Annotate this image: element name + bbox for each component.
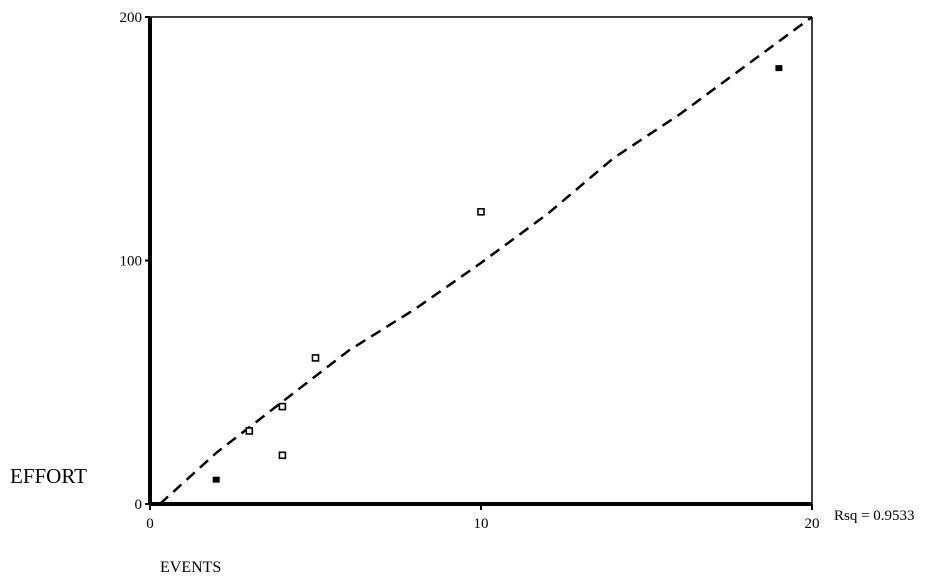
data-point-open: [477, 208, 485, 216]
y-tick-label: 0: [135, 497, 143, 513]
fit-line: [159, 15, 813, 505]
x-tick-label: 20: [805, 516, 820, 532]
data-point-filled: [775, 65, 783, 72]
x-tick-label: 0: [146, 516, 154, 532]
data-point-open: [311, 354, 320, 362]
x-axis-title: EVENTS: [160, 559, 222, 576]
data-point-open: [278, 451, 287, 460]
fit-line-layer: [159, 15, 813, 505]
data-point-open: [245, 427, 254, 435]
data-point-open: [278, 402, 287, 411]
x-tick-label: 10: [474, 516, 489, 532]
data-points: [212, 65, 783, 483]
y-tick-label: 200: [120, 10, 143, 26]
axis-ticks: 0 100 200 0 10 20: [120, 10, 820, 532]
r-squared-annotation: Rsq = 0.9533: [834, 508, 915, 524]
data-point-filled: [212, 476, 220, 483]
y-axis-title: EFFORT: [10, 464, 87, 488]
y-tick-label: 100: [120, 254, 143, 270]
